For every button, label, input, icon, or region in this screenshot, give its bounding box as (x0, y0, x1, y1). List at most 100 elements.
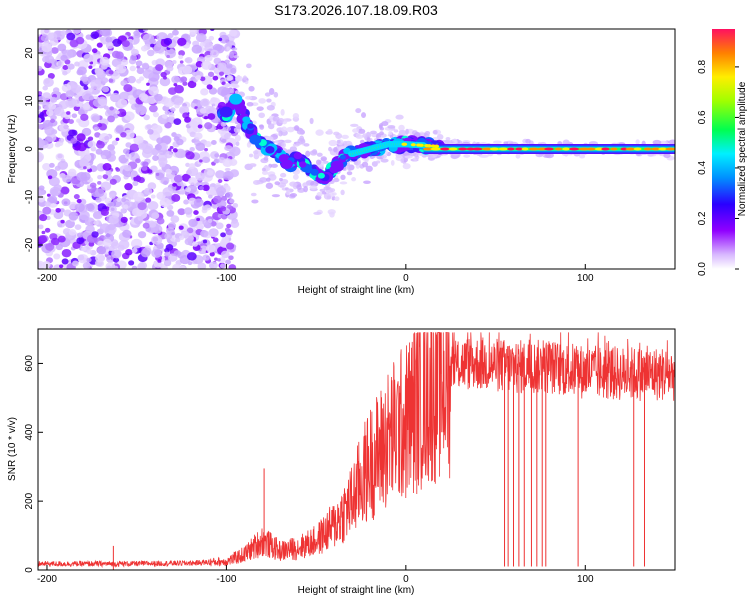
heatmap-noise-blob (204, 115, 208, 120)
heatmap-noise-blob (111, 140, 118, 146)
heatmap-noise-blob (184, 116, 191, 123)
heatmap-noise-blob (99, 29, 111, 37)
heatmap-noise-blob (39, 112, 45, 117)
heatmap-noise-blob (44, 126, 55, 136)
heatmap-noise-blob (163, 37, 173, 46)
heatmap-noise-blob (102, 162, 112, 171)
heatmap-hot-spot (521, 147, 529, 151)
heatmap-noise-blob (217, 86, 229, 96)
heatmap-noise-blob (47, 72, 55, 80)
heatmap-haze-blob (362, 133, 368, 138)
heatmap-noise-blob (130, 238, 143, 249)
heatmap-haze-blob (278, 130, 283, 137)
spectrogram-y-ticks: -20 -10 0 10 20 (24, 47, 43, 252)
heatmap-noise-blob (166, 54, 170, 59)
heatmap-noise-blob (172, 263, 181, 269)
heatmap-noise-blob (177, 208, 186, 216)
heatmap-noise-blob (122, 148, 130, 155)
heatmap-noise-blob (57, 160, 69, 170)
heatmap-noise-blob (76, 198, 82, 204)
heatmap-noise-blob (91, 48, 98, 54)
heatmap-hot-spot (610, 147, 618, 151)
heatmap-noise-blob (173, 83, 178, 87)
heatmap-haze-blob (253, 150, 259, 155)
heatmap-haze-blob (336, 139, 341, 144)
heatmap-noise-blob (74, 224, 82, 231)
heatmap-noise-blob (164, 151, 173, 159)
heatmap-haze-blob (249, 153, 254, 158)
heatmap-noise-blob (68, 229, 77, 236)
heatmap-noise-blob (133, 135, 144, 145)
heatmap-noise-blob (103, 105, 109, 110)
heatmap-noise-blob (219, 263, 226, 269)
heatmap-noise-blob (149, 104, 158, 113)
heatmap-noise-blob (138, 142, 147, 150)
heatmap-noise-blob (50, 237, 60, 246)
heatmap-haze-blob (381, 121, 389, 127)
heatmap-haze-blob (251, 199, 259, 204)
heatmap-hot-spot (528, 147, 539, 151)
heatmap-noise-blob (204, 122, 213, 130)
heatmap-haze-blob (302, 182, 309, 188)
heatmap-hot-spot (481, 147, 493, 151)
heatmap-noise-blob (168, 112, 175, 118)
heatmap-noise-blob (107, 223, 116, 231)
heatmap-haze-blob (274, 181, 281, 186)
heatmap-noise-blob (218, 71, 225, 76)
heatmap-haze-blob (328, 139, 338, 147)
heatmap-noise-blob (217, 178, 223, 184)
heatmap-noise-blob (90, 79, 102, 90)
heatmap-haze-blob (365, 165, 373, 172)
snr-panel: -200 -100 0 100 0 200 400 600 Height of straig… (7, 328, 676, 596)
heatmap-noise-blob (96, 140, 105, 149)
heatmap-noise-blob (40, 34, 49, 42)
heatmap-noise-blob (164, 48, 176, 59)
heatmap-noise-blob (67, 63, 75, 70)
heatmap-noise-blob (207, 218, 213, 223)
heatmap-noise-blob (70, 138, 77, 144)
heatmap-noise-blob (48, 195, 58, 204)
heatmap-haze-blob (327, 128, 333, 135)
heatmap-noise-blob (142, 222, 150, 229)
heatmap-haze-blob (364, 158, 369, 163)
heatmap-haze-blob (387, 124, 396, 129)
heatmap-haze-blob (404, 155, 413, 159)
heatmap-noise-blob (99, 56, 110, 66)
spectrogram-y-axis-label: Frequency (Hz) (7, 115, 18, 184)
heatmap-haze-blob (267, 123, 275, 130)
heatmap-noise-blob (207, 113, 216, 120)
heatmap-noise-blob (145, 197, 152, 203)
heatmap-noise-blob (164, 110, 170, 115)
heatmap-noise-blob (174, 97, 184, 106)
heatmap-noise-blob (137, 263, 146, 269)
heatmap-noise-blob (118, 239, 130, 250)
heatmap-noise-blob (123, 84, 133, 93)
heatmap-noise-blob (138, 93, 149, 102)
heatmap-hot-spot (410, 143, 416, 147)
heatmap-noise-blob (201, 60, 212, 70)
heatmap-ridge-blob (317, 172, 325, 179)
heatmap-noise-blob (38, 65, 43, 72)
heatmap-noise-blob (97, 246, 107, 255)
heatmap-noise-blob (142, 29, 148, 32)
heatmap-noise-blob (165, 244, 174, 251)
heatmap-haze-blob (261, 170, 269, 176)
heatmap-noise-blob (108, 245, 115, 252)
heatmap-haze-blob (388, 131, 393, 136)
heatmap-noise-blob (152, 112, 159, 118)
heatmap-noise-blob (54, 142, 61, 148)
heatmap-noise-blob (57, 223, 63, 228)
heatmap-noise-blob (156, 217, 165, 225)
heatmap-noise-blob (44, 201, 51, 207)
heatmap-noise-blob (178, 235, 185, 240)
heatmap-noise-blob (173, 118, 182, 125)
heatmap-haze-blob (445, 136, 451, 141)
heatmap-haze-blob (224, 145, 233, 152)
heatmap-noise-blob (188, 177, 198, 185)
heatmap-noise-blob (215, 170, 226, 179)
heatmap-noise-blob (44, 227, 51, 233)
heatmap-noise-blob (209, 251, 215, 257)
heatmap-noise-blob (86, 203, 94, 210)
snr-x-axis-label: Height of straight line (km) (298, 585, 415, 596)
